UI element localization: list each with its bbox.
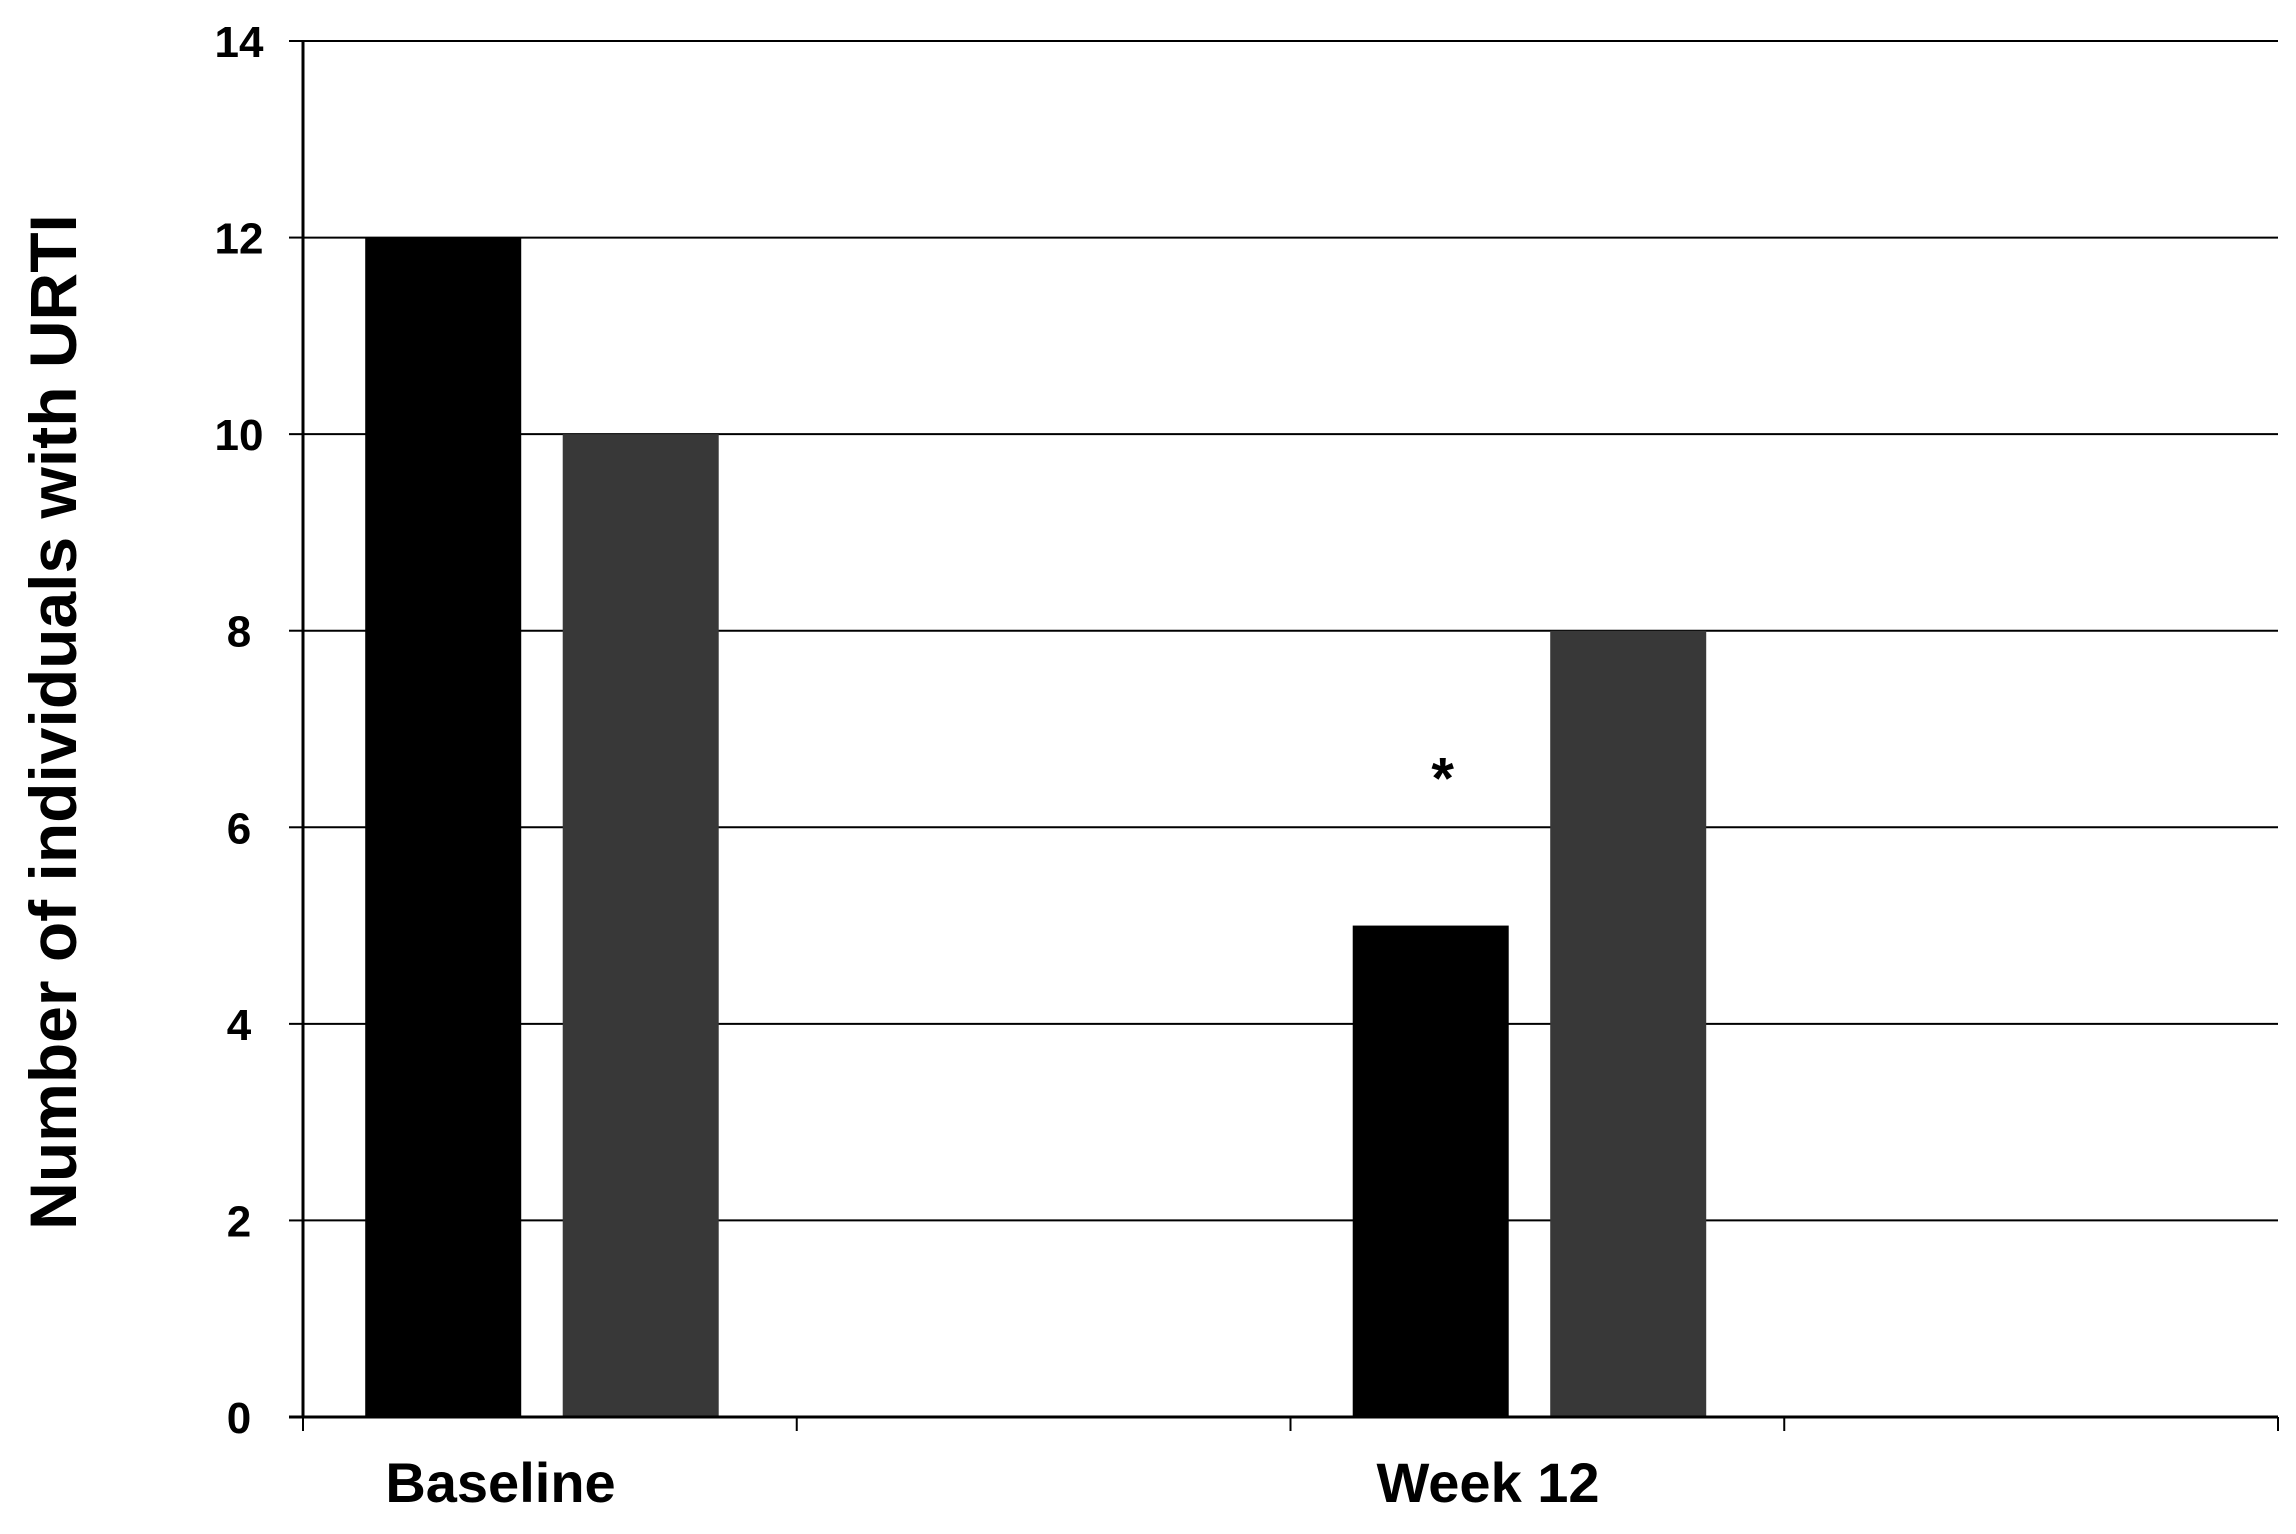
category-label: Week 12 (1376, 1451, 1599, 1514)
y-axis-title: Number of individuals with URTI (16, 214, 90, 1230)
y-tick-label: 8 (227, 608, 251, 657)
bar-week-12-series-1 (1352, 925, 1509, 1417)
y-tick-label: 6 (227, 804, 251, 853)
bars (365, 237, 1707, 1418)
y-tick-label: 4 (227, 1001, 252, 1050)
axes (289, 40, 2279, 1431)
bar-baseline-series-2 (562, 434, 719, 1418)
significance-annotation: * (1431, 746, 1454, 811)
y-tick-label: 10 (215, 411, 264, 460)
y-tick-label: 2 (227, 1197, 251, 1246)
labels: 0 2 4 6 8 10 12 14 Baseline Week 12 * (215, 18, 1600, 1514)
y-tick-label: 0 (227, 1394, 251, 1443)
bar-week-12-series-2 (1550, 630, 1707, 1417)
y-tick-label: 14 (215, 18, 264, 67)
category-label: Baseline (385, 1451, 615, 1514)
bar-baseline-series-1 (365, 237, 522, 1418)
y-tick-label: 12 (215, 215, 264, 264)
